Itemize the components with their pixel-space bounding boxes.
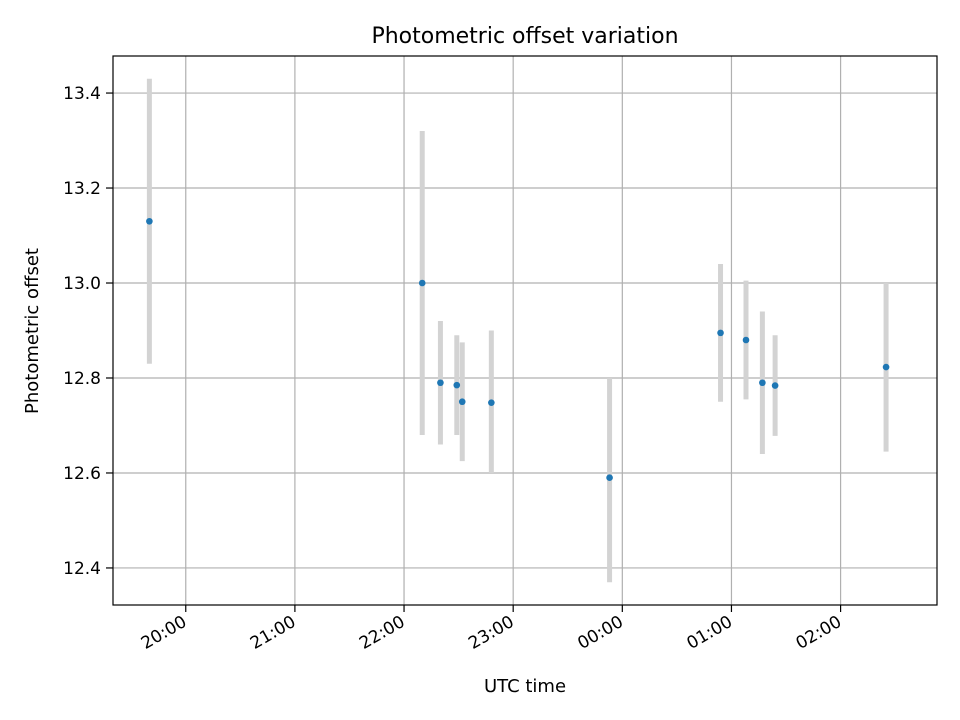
- y-axis-ticks: 12.4 12.6 12.8 13.0 13.2 13.4: [63, 84, 113, 579]
- data-point: [418, 279, 426, 287]
- data-point: [458, 398, 466, 406]
- y-tick-label: 13.0: [63, 274, 101, 294]
- data-point: [437, 379, 444, 387]
- data-point: [717, 329, 724, 337]
- data-points: [146, 217, 890, 482]
- data-point: [882, 363, 890, 371]
- plot-frame: [112, 55, 938, 606]
- data-point: [146, 217, 153, 225]
- grid-lines: [113, 56, 937, 605]
- y-axis-label: Photometric offset: [22, 248, 43, 414]
- chart-title: Photometric offset variation: [371, 24, 678, 49]
- data-point: [488, 399, 495, 406]
- y-tick-label: 12.6: [63, 464, 101, 484]
- x-axis-label: UTC time: [484, 676, 566, 697]
- data-point: [606, 474, 613, 482]
- y-tick-label: 12.4: [63, 559, 101, 579]
- y-tick-label: 13.2: [63, 179, 101, 199]
- data-point: [759, 379, 766, 387]
- y-tick-label: 13.4: [63, 84, 101, 104]
- data-point: [742, 336, 750, 344]
- y-tick-label: 12.8: [63, 369, 101, 389]
- data-point: [771, 382, 779, 389]
- data-point: [453, 381, 461, 389]
